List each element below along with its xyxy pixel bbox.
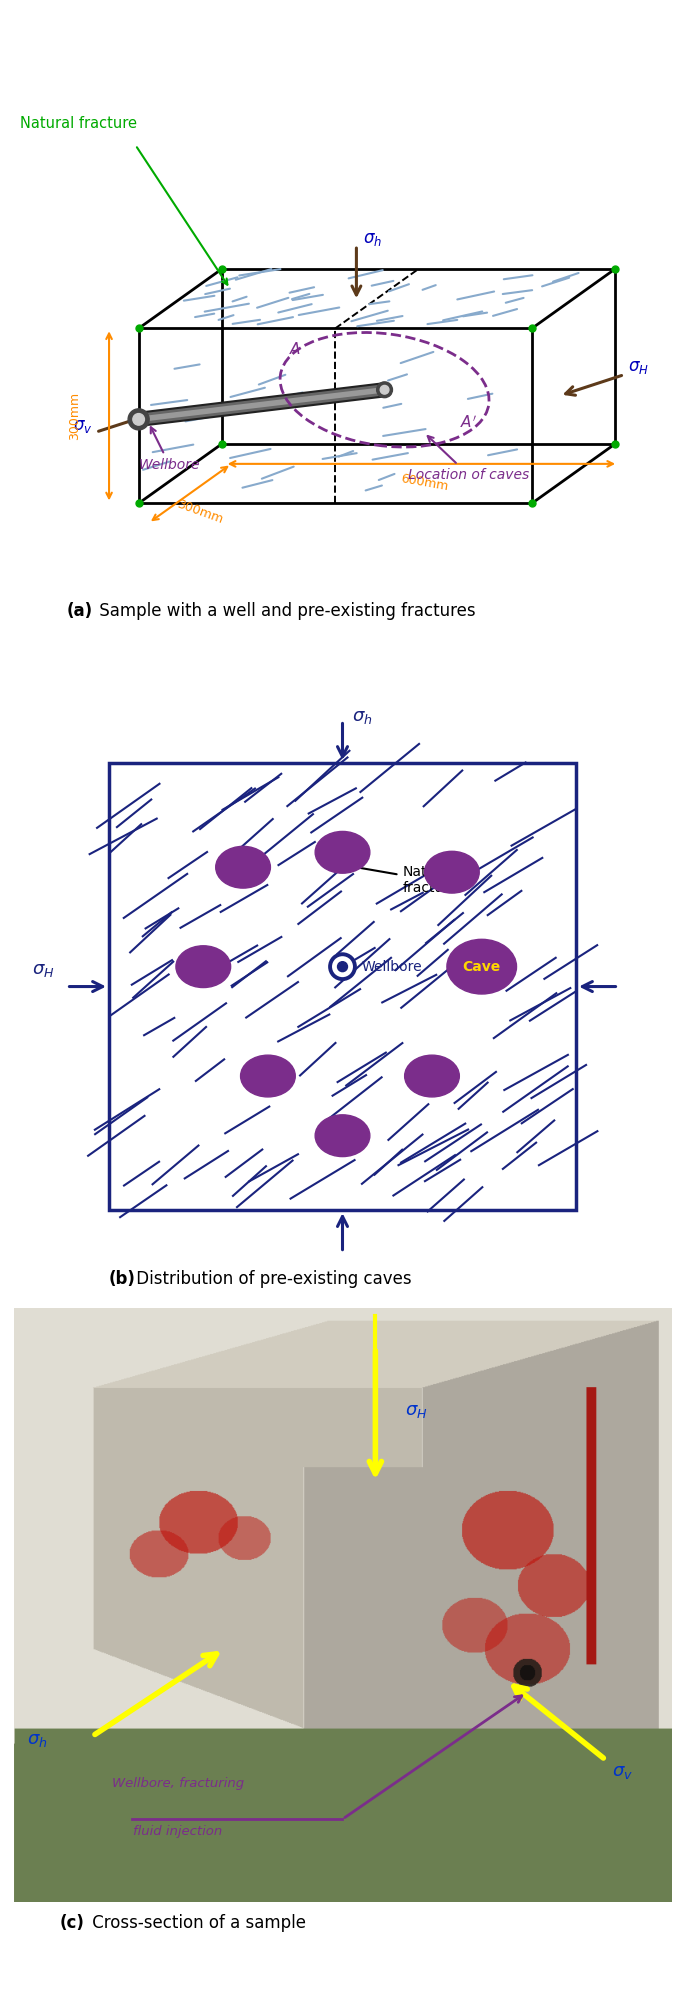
Text: Wellbore: Wellbore (362, 960, 422, 974)
Text: (b): (b) (109, 1270, 136, 1288)
Text: Cross-section of a sample: Cross-section of a sample (88, 1914, 306, 1932)
Circle shape (128, 409, 149, 431)
Text: Distribution of pre-existing caves: Distribution of pre-existing caves (132, 1270, 412, 1288)
Text: Cave: Cave (462, 960, 501, 974)
Ellipse shape (447, 940, 516, 994)
Text: 300mm: 300mm (68, 393, 82, 441)
Ellipse shape (315, 831, 370, 874)
Text: $\sigma_H$: $\sigma_H$ (628, 358, 649, 376)
Text: 300mm: 300mm (175, 497, 225, 525)
Ellipse shape (216, 845, 271, 888)
Text: $A'$: $A'$ (460, 415, 477, 431)
Text: Natural fracture: Natural fracture (21, 117, 137, 131)
Text: $\sigma_H$: $\sigma_H$ (32, 960, 54, 978)
Circle shape (133, 413, 145, 425)
Text: (c): (c) (60, 1914, 85, 1932)
Text: $\sigma_H$: $\sigma_H$ (405, 1403, 427, 1421)
Text: $\sigma_h$: $\sigma_h$ (363, 229, 382, 248)
Circle shape (330, 954, 355, 978)
Ellipse shape (405, 1055, 460, 1097)
Text: $\sigma_h$: $\sigma_h$ (353, 707, 373, 725)
Text: Wellbore, fracturing: Wellbore, fracturing (112, 1777, 244, 1790)
Ellipse shape (425, 851, 479, 894)
Text: $\sigma_h$: $\sigma_h$ (27, 1731, 47, 1749)
FancyBboxPatch shape (109, 763, 576, 1210)
Text: 600mm: 600mm (400, 471, 449, 493)
Circle shape (380, 384, 389, 395)
Circle shape (377, 382, 393, 399)
Text: Sample with a well and pre-existing fractures: Sample with a well and pre-existing frac… (94, 602, 475, 620)
Circle shape (338, 962, 347, 972)
Ellipse shape (315, 1115, 370, 1157)
Text: $A$: $A$ (289, 340, 301, 356)
Text: Location of caves: Location of caves (408, 437, 529, 481)
Text: $\sigma_v$: $\sigma_v$ (73, 417, 92, 435)
Ellipse shape (176, 946, 231, 988)
Text: Natural
fracture: Natural fracture (333, 862, 458, 896)
Text: fluid injection: fluid injection (134, 1826, 223, 1838)
Ellipse shape (240, 1055, 295, 1097)
Text: Wellbore: Wellbore (138, 427, 200, 471)
Text: $\sigma_v$: $\sigma_v$ (612, 1763, 633, 1782)
Text: (a): (a) (66, 602, 92, 620)
